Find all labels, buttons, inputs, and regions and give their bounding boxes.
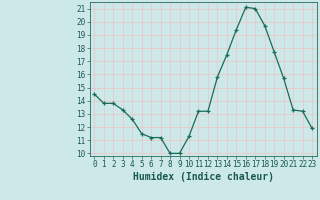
X-axis label: Humidex (Indice chaleur): Humidex (Indice chaleur) (133, 172, 274, 182)
